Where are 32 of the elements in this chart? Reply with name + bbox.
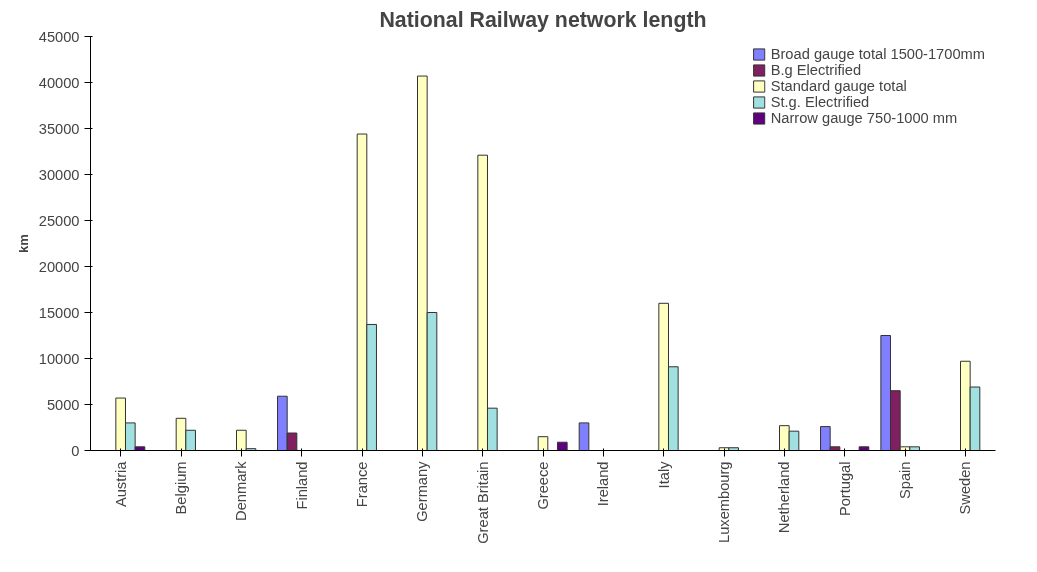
legend-label: Broad gauge total 1500-1700mm bbox=[770, 46, 985, 62]
x-tick-label: Greece bbox=[535, 461, 551, 510]
x-tick-label: Portugal bbox=[836, 461, 853, 517]
y-tick-label: 20000 bbox=[38, 258, 80, 275]
y-tick-label: 30000 bbox=[38, 166, 80, 183]
x-tick-label: France bbox=[354, 461, 370, 508]
x-tick-label: Belgium bbox=[173, 461, 189, 515]
x-tick-label: Italy bbox=[655, 460, 672, 489]
y-tick-label: 25000 bbox=[38, 212, 80, 229]
x-tick-label: Germany bbox=[414, 460, 431, 522]
y-tick-label: 0 bbox=[71, 442, 80, 459]
y-tick-label: 5000 bbox=[46, 396, 80, 413]
y-tick-label: 45000 bbox=[38, 28, 80, 45]
x-tick-label: Ireland bbox=[595, 461, 612, 507]
legend-label: St.g. Electrified bbox=[770, 94, 870, 110]
y-axis-title: km bbox=[15, 234, 31, 253]
x-tick-label: Sweden bbox=[957, 461, 974, 515]
legend-label: B.g Electrified bbox=[770, 62, 862, 78]
y-tick-label: 15000 bbox=[38, 304, 80, 321]
x-tick-label: Great Britain bbox=[474, 461, 491, 544]
legend-label: Narrow gauge 750-1000 mm bbox=[770, 110, 958, 126]
chart-title: National Railway network length bbox=[379, 7, 707, 32]
y-tick-label: 10000 bbox=[38, 350, 80, 367]
x-tick-label: Denmark bbox=[233, 460, 250, 521]
y-tick-label: 40000 bbox=[38, 74, 80, 91]
x-tick-label: Luxembourg bbox=[716, 461, 732, 543]
x-tick-label: Netherland bbox=[776, 461, 793, 534]
y-tick-label: 35000 bbox=[38, 120, 80, 137]
x-tick-label: Finland bbox=[293, 461, 310, 510]
legend-label: Standard gauge total bbox=[770, 78, 907, 94]
x-tick-label: Spain bbox=[897, 461, 913, 499]
x-tick-label: Austria bbox=[112, 460, 129, 508]
